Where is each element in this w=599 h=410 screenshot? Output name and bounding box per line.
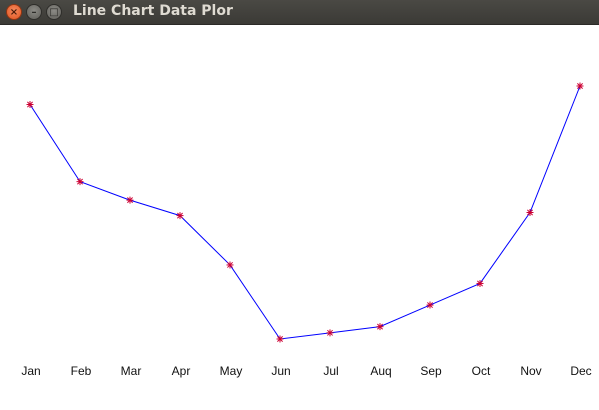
x-tick-label: Jun [271, 364, 290, 378]
close-icon[interactable]: × [6, 4, 22, 20]
data-point-marker [126, 196, 134, 204]
data-point-marker [576, 82, 584, 90]
x-tick-label: May [220, 364, 243, 378]
data-point-marker [476, 279, 484, 287]
x-tick-label: Mar [121, 364, 142, 378]
x-tick-label: Apr [172, 364, 191, 378]
maximize-icon[interactable]: □ [46, 4, 62, 20]
title-bar: × – □ Line Chart Data Plor [0, 0, 599, 25]
data-point-marker [76, 178, 84, 186]
data-point-marker [326, 329, 334, 337]
window-title: Line Chart Data Plor [73, 3, 233, 19]
x-tick-label: Feb [71, 364, 92, 378]
x-tick-label: Jul [323, 364, 338, 378]
data-point-marker [526, 209, 534, 216]
series-line [29, 85, 581, 340]
x-tick-label: Oct [472, 364, 491, 378]
x-tick-label: Jan [21, 364, 40, 378]
data-point-marker [376, 323, 384, 331]
x-tick-label: Dec [570, 364, 591, 378]
data-point-marker [426, 301, 434, 309]
line-chart: Jan Feb Mar Apr May Jun Jul Auq Sep Oct Nov Dec [21, 82, 592, 378]
data-point-marker [26, 101, 34, 109]
data-point-marker [176, 212, 184, 220]
minimize-icon[interactable]: – [26, 4, 42, 20]
data-point-marker [226, 261, 234, 269]
chart-area: Jan Feb Mar Apr May Jun Jul Auq Sep Oct Nov Dec [0, 25, 599, 410]
data-point-marker [276, 335, 284, 343]
x-tick-label: Auq [370, 364, 391, 378]
x-tick-label: Nov [520, 364, 541, 378]
x-tick-label: Sep [420, 364, 442, 378]
